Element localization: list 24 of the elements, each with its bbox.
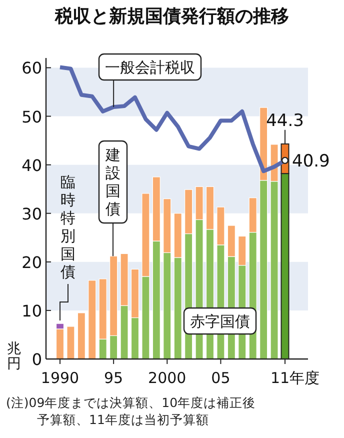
series-label: 一般会計税収 — [105, 58, 195, 76]
y-tick-label: 0 — [32, 350, 42, 369]
x-tick-label: 1990 — [40, 369, 80, 387]
series-label: 建設国債 — [104, 146, 120, 218]
text: (注)09年度までは決算額、10年度は補正後予算額、11年度は当初予算額 — [6, 395, 256, 427]
y-axis-title: 兆円 — [7, 341, 21, 372]
annotation: 40.9 — [292, 151, 330, 172]
y-tick-label: 60 — [22, 58, 42, 78]
y-tick-label: 10 — [22, 301, 42, 320]
x-tick-label: 11年度 — [270, 369, 320, 387]
annotation: 44.3 — [266, 110, 304, 131]
x-tick-label: 2000 — [148, 369, 186, 387]
x-tick-label: 05 — [211, 369, 230, 387]
x-tick-label: 95 — [104, 369, 124, 387]
series-label: 赤字国債 — [190, 312, 250, 330]
y-tick-label: 50 — [22, 107, 42, 126]
bar — [77, 312, 86, 360]
y-tick-label: 30 — [22, 204, 42, 224]
text: 臨時特別国債 — [60, 173, 76, 281]
chart-title: 税収と新規国債発行額の推移 — [54, 6, 289, 27]
bar — [66, 326, 75, 360]
y-tick-label: 20 — [22, 252, 42, 272]
bar — [88, 280, 96, 360]
y-tick-label: 40 — [22, 156, 42, 175]
